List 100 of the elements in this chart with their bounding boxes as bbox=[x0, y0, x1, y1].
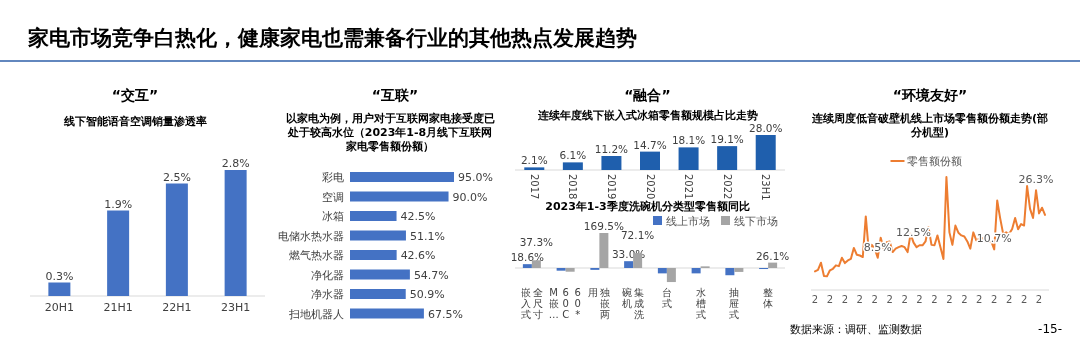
bar bbox=[657, 268, 667, 274]
x-tick-label: 水槽式 bbox=[695, 287, 706, 321]
x-tick-label: 21H1 bbox=[103, 301, 133, 314]
bar bbox=[691, 268, 701, 274]
x-tick-label: 2017 bbox=[528, 174, 540, 200]
legend-label: 零售额份额 bbox=[906, 155, 962, 168]
x-tick-label: 2 bbox=[946, 294, 953, 305]
bar bbox=[666, 268, 676, 283]
chart-subtitle: 连续年度线下嵌入式冰箱零售额规模占比走势 bbox=[536, 109, 759, 123]
bar bbox=[562, 162, 583, 170]
category-label: 60*60CM嵌… bbox=[548, 287, 581, 321]
bar bbox=[350, 172, 454, 182]
x-tick-label: 2021 bbox=[683, 174, 695, 200]
bar bbox=[678, 147, 699, 170]
data-label: 6.1% bbox=[559, 149, 587, 162]
data-label: 19.1% bbox=[710, 133, 744, 146]
chart-title: “互联” bbox=[371, 87, 419, 103]
data-label: 26.3% bbox=[1018, 173, 1054, 187]
x-tick-label: 2 bbox=[1005, 294, 1013, 305]
bar bbox=[107, 210, 130, 296]
y-tick-label: 净化器 bbox=[311, 268, 344, 282]
x-tick-label: 整体 bbox=[763, 287, 774, 310]
bar bbox=[717, 146, 738, 170]
bar bbox=[350, 269, 410, 280]
bar bbox=[599, 233, 609, 268]
bar bbox=[725, 268, 735, 276]
data-label: 2.1% bbox=[520, 154, 548, 167]
y-tick-label: 电储水热水器 bbox=[278, 229, 344, 243]
data-label: 1.9% bbox=[104, 197, 133, 211]
chart-title: “融合” bbox=[624, 87, 671, 103]
bar bbox=[350, 211, 397, 221]
x-tick-label: 2 bbox=[976, 294, 983, 305]
data-label: 28.0% bbox=[749, 122, 783, 134]
data-label: 95.0% bbox=[458, 171, 493, 184]
data-label: 50.9% bbox=[409, 288, 445, 301]
x-tick-label: 2019 bbox=[605, 174, 617, 200]
x-tick-label: 抽屉式 bbox=[729, 287, 740, 321]
bar bbox=[524, 167, 545, 170]
x-tick-label: 2 bbox=[991, 294, 998, 305]
legend-label: 线下市场 bbox=[734, 215, 778, 228]
data-label: 90.0% bbox=[452, 190, 488, 204]
x-tick-label: 20H1 bbox=[44, 301, 75, 314]
data-label: 18.6% bbox=[510, 251, 545, 264]
x-tick-label: 独嵌两用 bbox=[588, 287, 611, 321]
x-tick-label: 2 bbox=[916, 294, 923, 305]
x-tick-label: 集成洗碗机 bbox=[622, 287, 645, 321]
y-tick-label: 空调 bbox=[322, 190, 344, 204]
data-label: 51.1% bbox=[409, 229, 445, 243]
x-tick-label: 2 bbox=[811, 294, 819, 305]
chart-subtitle: 线下智能语音空调销量渗透率 bbox=[62, 115, 208, 129]
text: -15- bbox=[1038, 322, 1062, 336]
x-tick-label: 23H1 bbox=[220, 301, 251, 314]
source-note: 数据来源：调研、监测数据 bbox=[790, 323, 922, 336]
bar bbox=[531, 260, 541, 268]
legend-label: 线上市场 bbox=[666, 215, 710, 228]
x-tick-label: 全尺寸嵌入式 bbox=[520, 287, 543, 321]
bar bbox=[565, 268, 575, 272]
data-label: 67.5% bbox=[427, 307, 463, 321]
x-tick-label: 2 bbox=[841, 294, 849, 305]
x-tick-label: 2020 bbox=[644, 174, 656, 200]
y-tick-label: 扫地机器人 bbox=[288, 307, 344, 321]
x-tick-label: 2018 bbox=[567, 174, 579, 200]
chart-subtitle: 以家电为例，用户对于互联网家电接受度已处于较高水位（2023年1-8月线下互联网家电零售额份额） bbox=[285, 112, 495, 154]
data-label: 42.6% bbox=[400, 249, 436, 262]
data-label: 54.7% bbox=[413, 268, 449, 282]
bar bbox=[350, 230, 406, 241]
data-label: 11.2% bbox=[594, 143, 629, 155]
y-tick-label: 净水器 bbox=[311, 288, 344, 301]
data-label: 37.3% bbox=[519, 236, 554, 249]
data-label: 26.1% bbox=[755, 249, 790, 262]
x-tick-label: 2 bbox=[901, 294, 908, 305]
x-tick-label: 23H1 bbox=[760, 174, 772, 201]
x-tick-label: 22H1 bbox=[162, 301, 192, 314]
data-label: 169.5% bbox=[583, 220, 624, 232]
x-tick-label: 2 bbox=[886, 294, 893, 305]
y-tick-label: 燃气热水器 bbox=[289, 249, 344, 262]
y-tick-label: 冰箱 bbox=[322, 210, 344, 223]
bar bbox=[350, 308, 424, 319]
x-tick-label: 2 bbox=[1020, 294, 1028, 305]
x-tick-label: 2022 bbox=[721, 174, 733, 200]
bar bbox=[640, 151, 660, 170]
chart-subtitle: 连续周度低音破壁机线上市场零售额份额走势(部分机型) bbox=[811, 112, 1049, 140]
bar bbox=[522, 264, 532, 268]
x-tick-label: 2 bbox=[871, 294, 878, 305]
bar bbox=[624, 261, 634, 268]
x-tick-label: 台式 bbox=[661, 287, 672, 310]
bar bbox=[768, 262, 778, 268]
data-label: 14.7% bbox=[633, 138, 667, 151]
bar bbox=[556, 268, 566, 271]
data-label: 2.5% bbox=[162, 170, 191, 184]
chart-subtitle: 2023年1-3季度洗碗机分类型零售额同比 bbox=[544, 200, 751, 214]
x-tick-label: 2 bbox=[856, 294, 863, 305]
x-tick-label: 2 bbox=[931, 294, 938, 305]
data-label: 2.8% bbox=[221, 157, 250, 170]
bar bbox=[350, 289, 406, 299]
data-label: 18.1% bbox=[671, 134, 706, 147]
bar bbox=[734, 268, 744, 272]
bar bbox=[601, 156, 622, 170]
bar bbox=[350, 250, 397, 260]
y-tick-label: 彩电 bbox=[322, 171, 344, 184]
